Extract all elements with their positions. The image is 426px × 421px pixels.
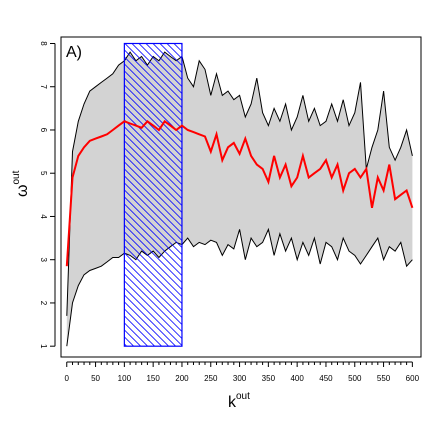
hatch-line: [138, 43, 182, 87]
y-axis-title-base: ω: [14, 185, 31, 198]
x-tick-label: 550: [377, 374, 391, 383]
hatch-line: [124, 238, 182, 297]
hatch-line: [124, 154, 182, 213]
x-tick-label: 400: [290, 374, 304, 383]
hatch-line: [166, 43, 182, 59]
x-axis-title-base: k: [228, 394, 237, 411]
mean-line: [65, 119, 414, 267]
hatch-line: [124, 63, 182, 122]
hatch-line: [124, 91, 182, 150]
hatch-line: [124, 322, 149, 347]
hatch-line: [131, 43, 182, 94]
hatch-line: [124, 0, 182, 37]
hatch-line: [124, 273, 182, 332]
hatch-line: [124, 43, 182, 101]
x-tick-label: 200: [175, 374, 189, 383]
x-axis-title: kout: [228, 391, 250, 411]
hatch-line: [124, 343, 128, 347]
hatch-line: [124, 168, 182, 227]
y-tick-label: 7: [39, 85, 48, 90]
x-tick-label: 450: [319, 374, 333, 383]
hatch-line: [124, 105, 182, 164]
plot-frame: [60, 36, 422, 358]
hatch-line: [124, 56, 182, 115]
hatch-line: [124, 196, 182, 255]
highlight-box: [123, 42, 183, 347]
hatch-line: [124, 84, 182, 143]
hatch-line: [180, 43, 182, 45]
hatch-line: [124, 259, 182, 318]
y-tick-label: 5: [39, 171, 48, 176]
hatch-line: [124, 133, 182, 192]
panel-label: A): [66, 44, 82, 61]
hatch-line: [124, 140, 182, 199]
hatch-line: [124, 245, 182, 304]
hatch-line: [124, 0, 182, 23]
x-tick-label: 250: [204, 374, 218, 383]
hatch-line: [124, 308, 163, 347]
x-tick-label: 150: [146, 374, 160, 383]
hatch-line: [124, 161, 182, 220]
hatch-line: [124, 70, 182, 129]
hatch-line: [124, 175, 182, 234]
hatch-line: [124, 49, 182, 108]
x-axis-title-sup: out: [236, 391, 250, 402]
hatch-line: [124, 301, 170, 347]
hatch-line: [124, 329, 142, 347]
hatch-line: [124, 294, 177, 347]
hatch-line: [124, 147, 182, 206]
hatch-line: [124, 315, 156, 347]
x-tick-label: 0: [65, 374, 70, 383]
hatch-line: [124, 266, 182, 325]
y-tick-label: 4: [39, 214, 48, 219]
hatch-line: [124, 112, 182, 171]
hatch-line: [124, 0, 182, 30]
hatch-line: [124, 182, 182, 241]
hatch-line: [124, 280, 182, 339]
hatch-line: [124, 189, 182, 248]
x-tick-label: 350: [262, 374, 276, 383]
band-layer: [66, 51, 413, 347]
y-tick-label: 6: [39, 128, 48, 133]
x-tick-label: 50: [91, 374, 100, 383]
hatch-line: [124, 217, 182, 276]
y-tick-label: 8: [39, 41, 48, 46]
x-tick-label: 300: [233, 374, 247, 383]
hatch-line: [124, 126, 182, 185]
hatch-line: [145, 43, 182, 80]
y-tick-label: 2: [39, 301, 48, 306]
line-layer: [65, 119, 414, 267]
hatch-line: [124, 98, 182, 157]
y-tick-label: 3: [39, 257, 48, 262]
hatch-line: [124, 119, 182, 178]
x-tick-label: 500: [348, 374, 362, 383]
hatch-line: [124, 252, 182, 311]
axis-layer: 0 50 100 150 200 250 300 350 400 450 500 550 600 1 2 3 4…: [39, 41, 420, 383]
hatch-line: [124, 210, 182, 269]
hatch-line: [159, 43, 182, 66]
hatch-line: [124, 231, 182, 290]
hatch-line: [124, 224, 182, 283]
y-axis-title: ωout: [11, 170, 31, 197]
hatch-line: [124, 287, 182, 346]
hatch-line: [124, 203, 182, 262]
x-tick-label: 100: [118, 374, 132, 383]
x-tick-label: 600: [406, 374, 420, 383]
y-tick-label: 1: [39, 344, 48, 349]
y-axis-title-sup: out: [11, 170, 22, 184]
